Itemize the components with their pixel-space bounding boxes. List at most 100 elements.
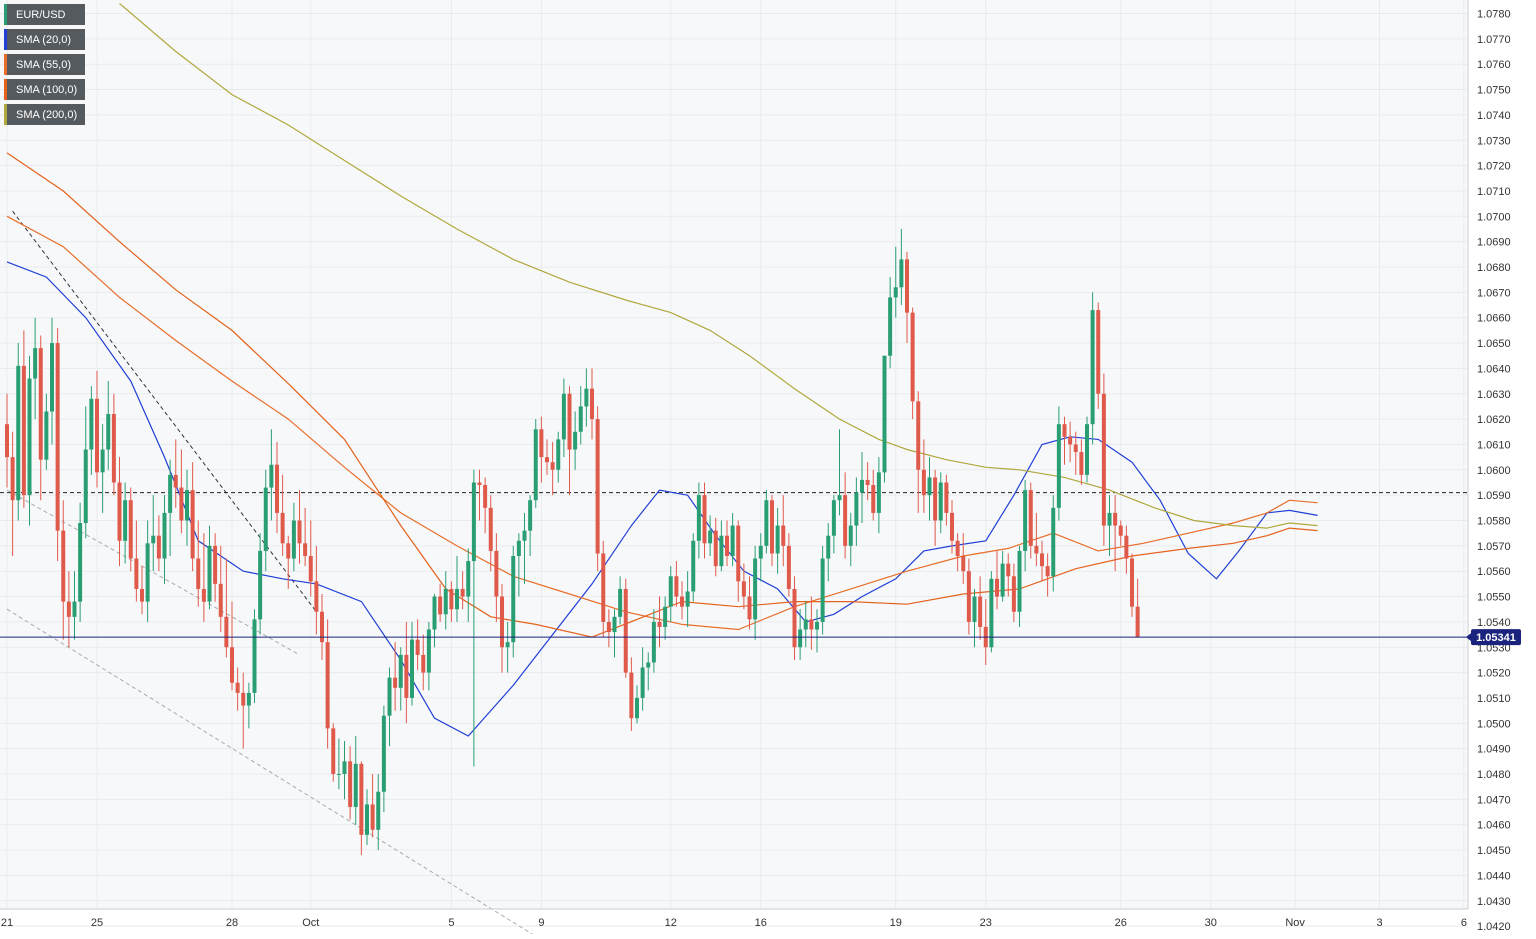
candle [539, 416, 544, 483]
candle-body [843, 495, 848, 546]
legend-item-sma200[interactable]: SMA (200,0) [4, 104, 86, 125]
candle [325, 619, 330, 749]
candle-body [100, 449, 105, 473]
candle [1023, 479, 1028, 572]
candle-body [207, 545, 212, 602]
candle [668, 566, 673, 622]
candle-body [252, 619, 257, 693]
candle [342, 741, 347, 800]
candle [348, 746, 353, 820]
candle-body [781, 525, 786, 546]
candle [1090, 292, 1095, 445]
candle-body [381, 715, 386, 792]
legend-label-sma200: SMA (200,0) [16, 108, 78, 121]
candle [393, 642, 398, 711]
candle-body [1118, 525, 1123, 536]
candle-body [1040, 553, 1044, 567]
candle-body [1062, 424, 1067, 437]
candle-body [72, 601, 77, 617]
candle-body [775, 525, 780, 554]
candle [466, 548, 471, 622]
candle [1107, 495, 1112, 556]
candle [1062, 416, 1067, 465]
candle-body [201, 588, 206, 602]
y-tick-label: 1.0470 [1477, 794, 1511, 806]
candle [561, 378, 566, 458]
current-price-pointer [1466, 633, 1471, 642]
candle-body [331, 728, 336, 774]
candle-body [488, 507, 493, 551]
candle [404, 621, 409, 724]
candle-body [151, 535, 156, 544]
candle-body [927, 477, 932, 496]
candle-body [561, 393, 566, 440]
candle [713, 517, 718, 577]
candle [590, 368, 594, 440]
candle [1068, 421, 1073, 463]
legend-item-sma20[interactable]: SMA (20,0) [4, 29, 86, 50]
candle-body [944, 482, 949, 513]
candle [618, 576, 623, 625]
candle-body [1096, 310, 1101, 394]
legend-item-eurusd[interactable]: EUR/USD [4, 4, 86, 25]
candle-body [1000, 563, 1005, 597]
candle [584, 368, 589, 427]
candle-body [258, 550, 263, 620]
x-tick-label: 30 [1205, 917, 1217, 929]
candle-body [753, 558, 758, 620]
candle [550, 441, 555, 496]
candle-body [1079, 452, 1084, 475]
legend-item-sma55[interactable]: SMA (55,0) [4, 54, 86, 75]
candle [100, 424, 105, 513]
candle-body [871, 485, 876, 513]
y-tick-label: 1.0650 [1477, 338, 1511, 350]
candle-body [708, 530, 713, 544]
candle [893, 246, 898, 318]
candle [741, 563, 746, 610]
candle [66, 571, 71, 648]
candle-body [426, 629, 431, 673]
candle-body [1107, 512, 1112, 526]
legend: EUR/USD SMA (20,0) SMA (55,0) SMA (100,0… [4, 4, 86, 125]
candle-body [432, 596, 437, 630]
candle [207, 525, 212, 610]
candle [83, 406, 88, 539]
y-tick-label: 1.0600 [1477, 465, 1511, 477]
candle-body [910, 312, 915, 402]
candle [933, 469, 938, 546]
candle-body [246, 692, 251, 706]
x-tick-label: Oct [302, 917, 319, 929]
legend-label-sma100: SMA (100,0) [16, 83, 78, 96]
candle [623, 578, 628, 678]
candle-body [404, 654, 409, 698]
candle [663, 596, 668, 640]
y-tick-label: 1.0620 [1477, 414, 1511, 426]
candle-body [44, 411, 49, 460]
candle [646, 652, 651, 691]
candle [438, 583, 443, 622]
candle-body [1056, 424, 1061, 508]
candle [291, 502, 296, 572]
candle [381, 705, 386, 813]
y-tick-label: 1.0530 [1477, 642, 1511, 654]
y-tick-label: 1.0730 [1477, 135, 1511, 147]
candle [831, 495, 836, 554]
candle-body [1045, 566, 1050, 577]
candle-body [410, 639, 414, 698]
candle [635, 685, 639, 724]
x-tick-label: 5 [448, 917, 454, 929]
candle-body [1124, 535, 1129, 559]
legend-item-sma100[interactable]: SMA (100,0) [4, 79, 86, 100]
y-tick-label: 1.0590 [1477, 490, 1511, 502]
candle-body [950, 512, 954, 541]
candle [263, 469, 268, 572]
candle-body [786, 545, 791, 589]
candle [33, 317, 38, 420]
candle-body [235, 682, 240, 693]
candle [1113, 495, 1118, 572]
candle-body [179, 487, 184, 521]
candle [1000, 550, 1005, 602]
candle [533, 419, 538, 508]
candle [500, 583, 504, 673]
